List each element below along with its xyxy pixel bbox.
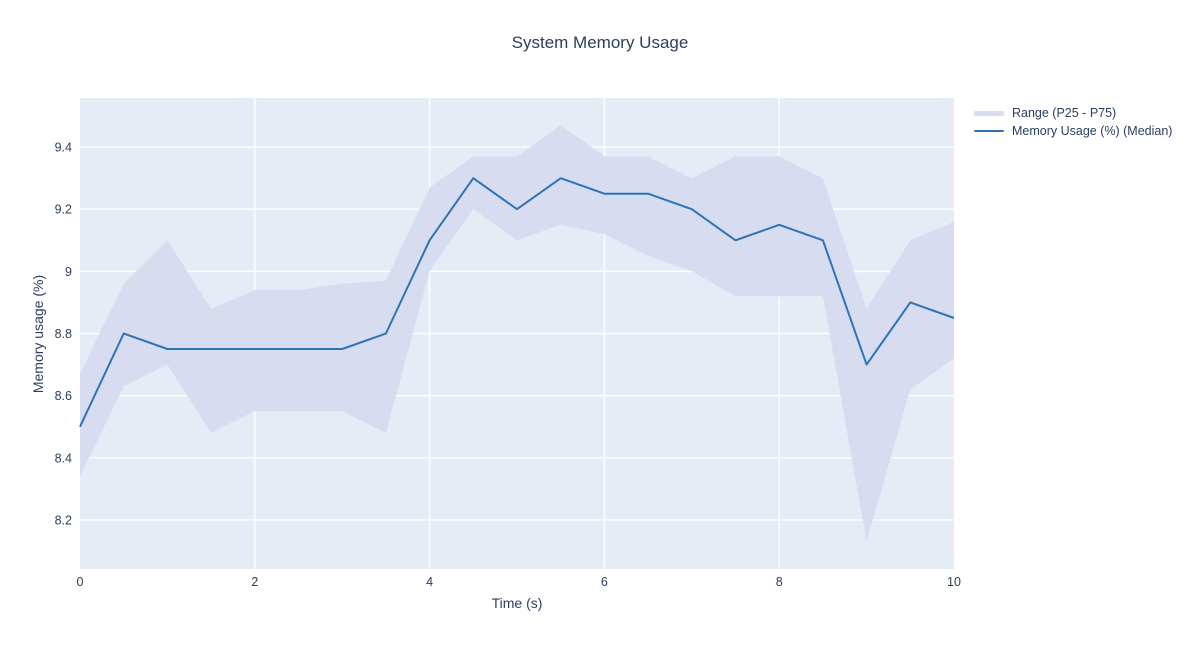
legend-item-median[interactable]: Memory Usage (%) (Median)	[974, 124, 1172, 138]
range-band-area	[80, 125, 954, 542]
y-tick-label: 9.2	[55, 203, 72, 217]
y-tick-label: 8.4	[55, 451, 72, 465]
y-tick-label: 8.6	[55, 389, 72, 403]
x-axis-title: Time (s)	[491, 595, 543, 611]
y-tick-label: 9	[65, 265, 72, 279]
legend-label-median: Memory Usage (%) (Median)	[1012, 124, 1173, 138]
chart-title: System Memory Usage	[511, 33, 689, 52]
x-tick-label: 8	[776, 575, 783, 589]
x-tick-label: 6	[601, 575, 608, 589]
line-swatch-icon	[974, 129, 1004, 133]
band-swatch-icon	[974, 110, 1004, 116]
x-tick-label: 2	[251, 575, 258, 589]
legend: Range (P25 - P75) Memory Usage (%) (Medi…	[974, 106, 1172, 138]
y-tick-label: 9.4	[55, 141, 72, 155]
legend-item-range[interactable]: Range (P25 - P75)	[974, 106, 1172, 120]
x-tick-label: 10	[947, 575, 961, 589]
legend-label-range: Range (P25 - P75)	[1012, 106, 1117, 120]
x-tick-label: 4	[426, 575, 433, 589]
y-tick-label: 8.2	[55, 513, 72, 527]
y-tick-label: 8.8	[55, 327, 72, 341]
x-tick-label: 0	[77, 575, 84, 589]
median-line	[79, 177, 955, 428]
y-axis-title: Memory usage (%)	[30, 274, 46, 394]
